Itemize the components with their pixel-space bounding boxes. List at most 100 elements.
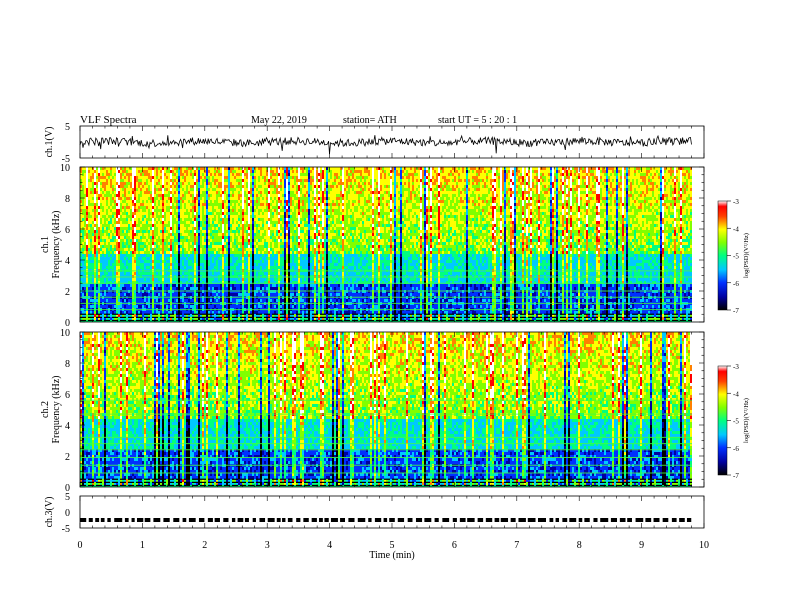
spectrogram-cell [192, 230, 194, 233]
spectrogram-cell [186, 194, 188, 197]
spectrogram-cell [106, 212, 108, 215]
spectrogram-cell [220, 287, 222, 290]
spectrogram-cell [122, 194, 124, 197]
spectrogram-cell [182, 254, 184, 257]
spectrogram-cell [140, 179, 142, 182]
spectrogram-cell [118, 209, 120, 212]
spectrogram-cell [236, 299, 238, 302]
spectrogram-cell [104, 284, 106, 287]
spectrogram-cell [136, 266, 138, 269]
spectrogram-cell [82, 233, 84, 236]
spectrogram-cell [96, 299, 98, 302]
spectrogram-cell [104, 203, 106, 206]
spectrogram-cell [180, 236, 182, 239]
spectrogram-cell [138, 248, 140, 251]
spectrogram-cell [124, 182, 126, 185]
spectrogram-cell [106, 185, 108, 188]
spectrogram-cell [112, 260, 114, 263]
spectrogram-cell [130, 176, 132, 179]
spectrogram-cell [96, 233, 98, 236]
spectrogram-cell [222, 215, 224, 218]
spectrogram-cell [88, 287, 90, 290]
spectrogram-cell [228, 215, 230, 218]
spectrogram-cell [230, 200, 232, 203]
spectrogram-cell [242, 209, 244, 212]
spectrogram-cell [102, 305, 104, 308]
spectrogram-cell [180, 203, 182, 206]
spectrogram-cell [208, 191, 210, 194]
spectrogram-cell [126, 278, 128, 281]
spectrogram-cell [186, 287, 188, 290]
spectrogram-cell [240, 239, 242, 242]
spectrogram-cell [90, 212, 92, 215]
spectrogram-cell [240, 191, 242, 194]
spectrogram-cell [214, 305, 216, 308]
spectrogram-cell [220, 233, 222, 236]
spectrogram-cell [192, 272, 194, 275]
spectrogram-cell [116, 287, 118, 290]
spectrogram-cell [144, 191, 146, 194]
spectrogram-cell [106, 182, 108, 185]
spectrogram-cell [140, 182, 142, 185]
spectrogram-cell [232, 215, 234, 218]
spectrogram-cell [208, 263, 210, 266]
spectrogram-cell [204, 179, 206, 182]
spectrogram-cell [238, 242, 240, 245]
spectrogram-cell [204, 260, 206, 263]
spectrogram-cell [120, 278, 122, 281]
spectrogram-cell [208, 233, 210, 236]
spectrogram-cell [162, 254, 164, 257]
spectrogram-cell [140, 194, 142, 197]
spectrogram-cell [166, 206, 168, 209]
spectrogram-cell [208, 260, 210, 263]
spectrogram-cell [202, 176, 204, 179]
spectrogram-cell [138, 257, 140, 260]
spectrogram-cell [122, 236, 124, 239]
spectrogram-cell [232, 263, 234, 266]
spectrogram-cell [178, 251, 180, 254]
spectrogram-cell [96, 287, 98, 290]
spectrogram-cell [218, 263, 220, 266]
spectrogram-cell [152, 266, 154, 269]
spectrogram-cell [154, 293, 156, 296]
spectrogram-cell [182, 173, 184, 176]
spectrogram-cell [98, 224, 100, 227]
spectrogram-cell [210, 257, 212, 260]
spectrogram-cell [148, 266, 150, 269]
spectrogram-cell [174, 203, 176, 206]
spectrogram-cell [234, 230, 236, 233]
spectrogram-cell [214, 221, 216, 224]
spectrogram-cell [216, 173, 218, 176]
spectrogram-cell [228, 176, 230, 179]
spectrogram-cell [130, 170, 132, 173]
spectrogram-cell [196, 182, 198, 185]
spectrogram-cell [102, 317, 104, 320]
spectrogram-cell [132, 194, 134, 197]
spectrogram-cell [130, 185, 132, 188]
spectrogram-cell [124, 260, 126, 263]
spectrogram-cell [178, 179, 180, 182]
spectrogram-cell [94, 287, 96, 290]
spectrogram-cell [176, 227, 178, 230]
spectrogram-cell [190, 224, 192, 227]
spectrogram-cell [126, 194, 128, 197]
spectrogram-cell [94, 248, 96, 251]
spectrogram-cell [134, 251, 136, 254]
spectrogram-cell [170, 173, 172, 176]
spectrogram-cell [206, 185, 208, 188]
spectrogram-cell [224, 287, 226, 290]
spectrogram-cell [242, 227, 244, 230]
spectrogram-cell [238, 185, 240, 188]
spectrogram-cell [126, 257, 128, 260]
spectrogram-cell [146, 176, 148, 179]
spectrogram-cell [156, 299, 158, 302]
spectrogram-cell [174, 212, 176, 215]
spectrogram-cell [174, 257, 176, 260]
spectrogram-cell [182, 305, 184, 308]
spectrogram-cell [180, 284, 182, 287]
spectrogram-cell [214, 236, 216, 239]
spectrogram-cell [206, 272, 208, 275]
spectrogram-cell [84, 215, 86, 218]
spectrogram-cell [116, 242, 118, 245]
spectrogram-cell [140, 212, 142, 215]
